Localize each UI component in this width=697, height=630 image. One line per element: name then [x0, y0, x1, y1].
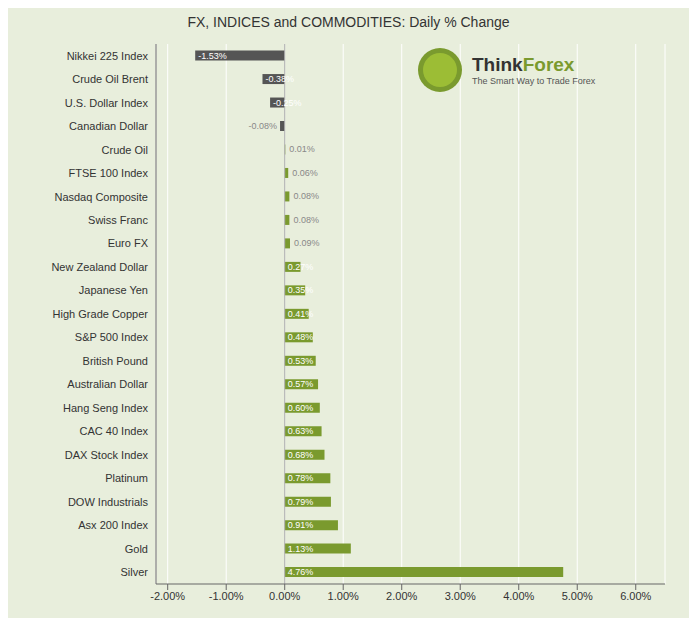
- svg-text:4.76%: 4.76%: [288, 567, 314, 577]
- svg-text:4.00%: 4.00%: [503, 590, 534, 602]
- svg-text:0.06%: 0.06%: [292, 168, 318, 178]
- svg-text:Crude Oil Brent: Crude Oil Brent: [72, 73, 148, 85]
- svg-text:0.01%: 0.01%: [289, 144, 315, 154]
- html-text:Think Forex: Think Forex: [472, 54, 575, 75]
- svg-text:DAX Stock Index: DAX Stock Index: [65, 449, 149, 461]
- svg-text:-0.25%: -0.25%: [273, 98, 302, 108]
- svg-text:2.00%: 2.00%: [386, 590, 417, 602]
- svg-text:1.13%: 1.13%: [288, 544, 314, 554]
- html-text:The Smart Way to Trade Forex: The Smart Way to Trade Forex: [472, 76, 596, 86]
- svg-text:0.48%: 0.48%: [288, 332, 314, 342]
- svg-text:-0.38%: -0.38%: [265, 74, 294, 84]
- svg-text:1.00%: 1.00%: [328, 590, 359, 602]
- svg-text:0.35%: 0.35%: [288, 285, 314, 295]
- svg-text:0.27%: 0.27%: [288, 262, 314, 272]
- svg-text:CAC 40 Index: CAC 40 Index: [80, 425, 149, 437]
- svg-text:0.79%: 0.79%: [288, 497, 314, 507]
- svg-text:Canadian Dollar: Canadian Dollar: [69, 120, 148, 132]
- svg-text:Hang Seng Index: Hang Seng Index: [63, 402, 149, 414]
- svg-text:0.57%: 0.57%: [288, 379, 314, 389]
- svg-text:0.41%: 0.41%: [288, 309, 314, 319]
- svg-text:Nasdaq Composite: Nasdaq Composite: [54, 191, 148, 203]
- svg-text:6.00%: 6.00%: [620, 590, 651, 602]
- svg-text:Silver: Silver: [120, 566, 148, 578]
- svg-text:0.53%: 0.53%: [288, 356, 314, 366]
- svg-text:Swiss Franc: Swiss Franc: [88, 214, 148, 226]
- svg-text:0.00%: 0.00%: [269, 590, 300, 602]
- svg-text:Euro FX: Euro FX: [108, 237, 149, 249]
- svg-text:0.60%: 0.60%: [288, 403, 314, 413]
- svg-text:High Grade Copper: High Grade Copper: [53, 308, 149, 320]
- svg-text:0.09%: 0.09%: [294, 238, 320, 248]
- svg-text:-2.00%: -2.00%: [150, 590, 185, 602]
- svg-text:0.08%: 0.08%: [293, 215, 319, 225]
- svg-text:-1.53%: -1.53%: [198, 51, 227, 61]
- svg-text:S&P 500 Index: S&P 500 Index: [75, 331, 149, 343]
- svg-text:5.00%: 5.00%: [562, 590, 593, 602]
- svg-text:British Pound: British Pound: [83, 355, 148, 367]
- svg-text:Australian Dollar: Australian Dollar: [67, 378, 148, 390]
- svg-text:FTSE 100 Index: FTSE 100 Index: [69, 167, 149, 179]
- svg-text:0.91%: 0.91%: [288, 520, 314, 530]
- svg-text:Japanese Yen: Japanese Yen: [79, 284, 148, 296]
- svg-text:3.00%: 3.00%: [445, 590, 476, 602]
- svg-text:0.08%: 0.08%: [293, 191, 319, 201]
- svg-text:Gold: Gold: [125, 543, 148, 555]
- svg-text:-1.00%: -1.00%: [209, 590, 244, 602]
- svg-text:Asx 200 Index: Asx 200 Index: [78, 519, 148, 531]
- html-text:FX, INDICES and COMMODITIES: D: FX, INDICES and COMMODITIES: Daily % Cha…: [187, 14, 510, 30]
- svg-text:Platinum: Platinum: [105, 472, 148, 484]
- svg-text:0.68%: 0.68%: [288, 450, 314, 460]
- svg-text:Crude Oil: Crude Oil: [102, 144, 148, 156]
- svg-text:0.78%: 0.78%: [288, 473, 314, 483]
- svg-text:U.S. Dollar Index: U.S. Dollar Index: [65, 97, 149, 109]
- svg-text:0.63%: 0.63%: [288, 426, 314, 436]
- svg-text:-0.08%: -0.08%: [249, 121, 278, 131]
- svg-text:DOW Industrials: DOW Industrials: [68, 496, 149, 508]
- svg-text:Nikkei 225 Index: Nikkei 225 Index: [67, 50, 149, 62]
- svg-text:New Zealand Dollar: New Zealand Dollar: [51, 261, 148, 273]
